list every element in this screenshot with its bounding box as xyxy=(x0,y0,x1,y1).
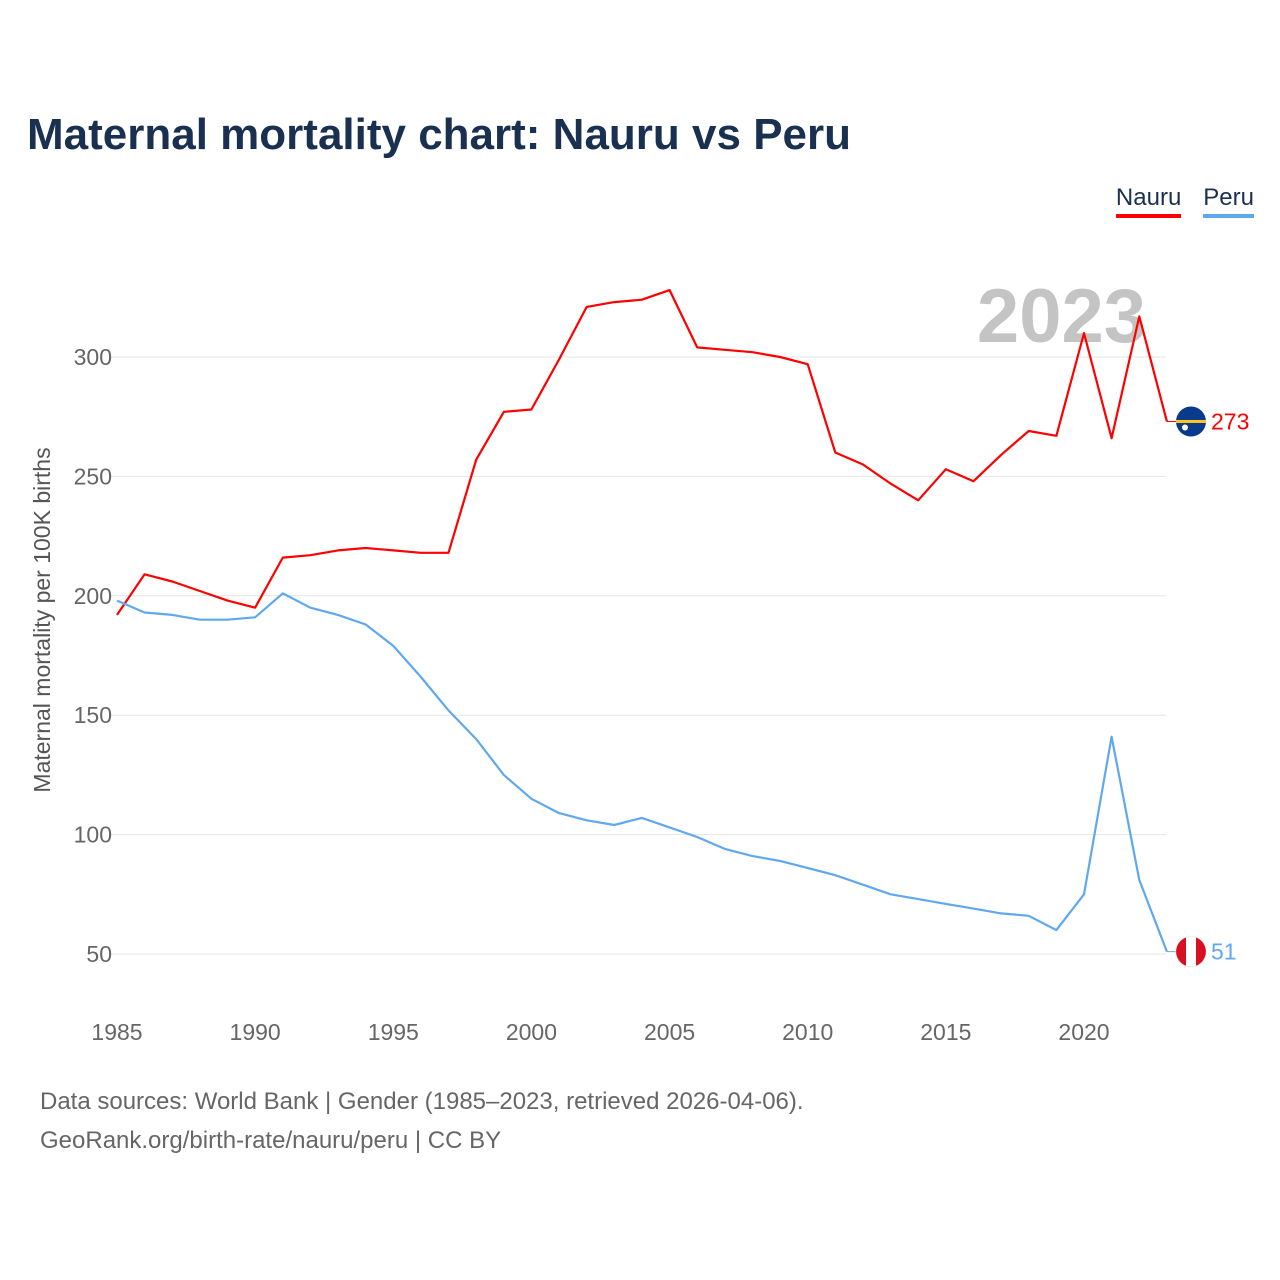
end-value-label: 51 xyxy=(1211,939,1237,965)
chart-title: Maternal mortality chart: Nauru vs Peru xyxy=(27,110,852,159)
y-tick-label: 300 xyxy=(74,344,112,370)
legend: Nauru Peru xyxy=(1115,184,1254,218)
x-tick-label: 1985 xyxy=(91,1019,142,1045)
x-tick-label: 2005 xyxy=(644,1019,695,1045)
y-tick-label: 50 xyxy=(86,941,112,967)
x-tick-label: 2015 xyxy=(920,1019,971,1045)
x-tick-label: 2000 xyxy=(506,1019,557,1045)
year-label: 2023 xyxy=(977,274,1146,359)
nauru-flag-star xyxy=(1182,424,1188,431)
footer-attribution: GeoRank.org/birth-rate/nauru/peru | CC B… xyxy=(40,1127,502,1154)
y-tick-label: 250 xyxy=(74,463,112,489)
peru-flag-left xyxy=(1176,937,1186,966)
legend-item-nauru[interactable]: Nauru xyxy=(1115,184,1182,218)
peru-flag-right xyxy=(1196,937,1206,966)
series-line-peru xyxy=(116,592,1168,952)
series-line-nauru xyxy=(116,289,1168,616)
y-axis-label: Maternal mortality per 100K births xyxy=(29,447,55,792)
x-tick-label: 1990 xyxy=(230,1019,281,1045)
x-tick-label: 2020 xyxy=(1058,1019,1109,1045)
nauru-flag-stripe xyxy=(1176,419,1206,423)
legend-item-peru[interactable]: Peru xyxy=(1203,184,1254,218)
y-tick-label: 150 xyxy=(74,702,112,728)
y-tick-label: 100 xyxy=(74,822,112,848)
end-value-label: 273 xyxy=(1211,408,1249,434)
y-tick-label: 200 xyxy=(74,583,112,609)
x-tick-label: 2010 xyxy=(782,1019,833,1045)
footer-sources: Data sources: World Bank | Gender (1985–… xyxy=(40,1088,804,1115)
x-tick-label: 1995 xyxy=(368,1019,419,1045)
